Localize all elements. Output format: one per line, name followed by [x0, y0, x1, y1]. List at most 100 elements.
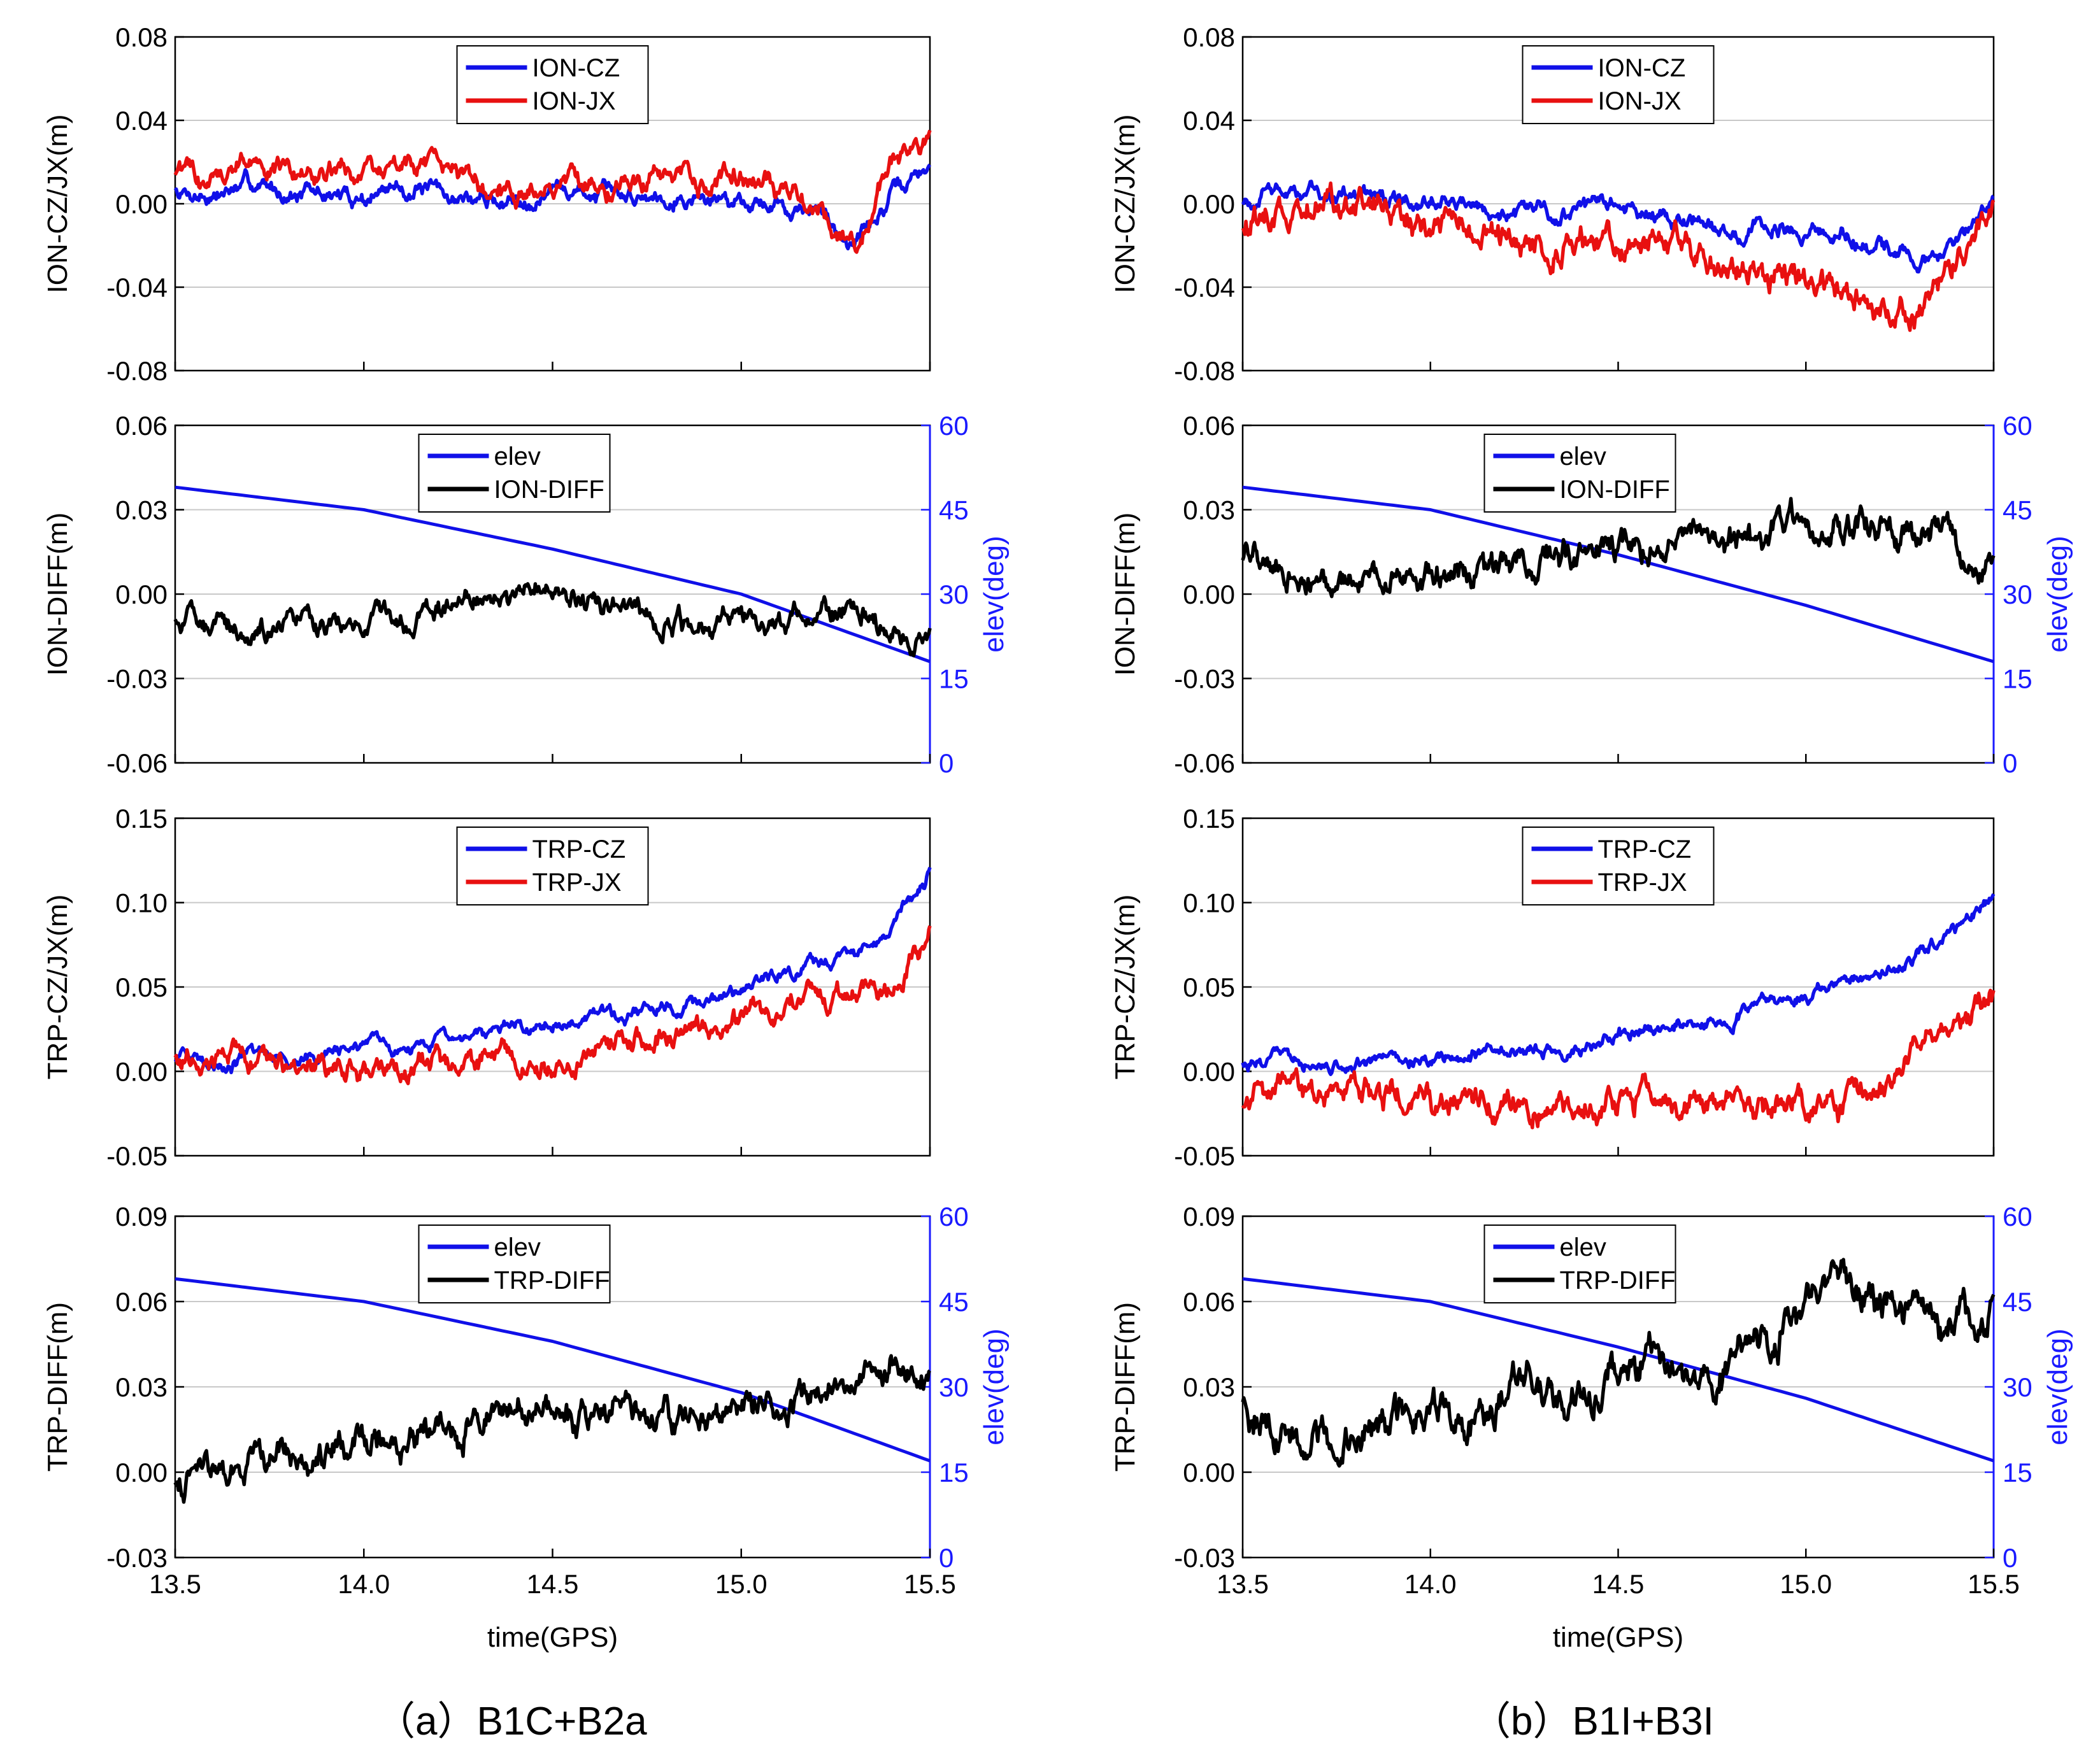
x-tick-label: 14.0: [338, 1569, 390, 1599]
y2-axis-label: elev(deg): [2042, 1328, 2073, 1445]
series-line-trp-diff: [173, 1354, 931, 1504]
legend-box: [1483, 1224, 1676, 1303]
y2-tick-label: 15: [939, 664, 969, 694]
series-line-ion-diff: [173, 582, 932, 658]
y-tick-label: 0.04: [115, 106, 168, 136]
legend-label: ION-JX: [532, 87, 616, 115]
legend-label: elev: [1560, 443, 1606, 471]
x-axis-label: time(GPS): [487, 1622, 618, 1653]
legend-box: [1522, 45, 1715, 124]
caption-a: （a）B1C+B2a: [376, 1700, 647, 1743]
y-axis-label: TRP-CZ/JX(m): [42, 895, 73, 1080]
legend: elev ION-DIFF: [418, 434, 611, 513]
legend-box: [456, 45, 649, 124]
y-tick-label: -0.03: [106, 664, 168, 694]
y-tick-label: 0.10: [115, 888, 168, 918]
y2-tick-label: 15: [939, 1458, 969, 1487]
legend-label: ION-JX: [1598, 87, 1682, 115]
y-tick-label: -0.03: [1174, 1543, 1235, 1573]
legend-label: TRP-DIFF: [494, 1267, 610, 1295]
y-tick-label: 0.00: [115, 579, 168, 609]
x-tick-label: 15.5: [904, 1569, 956, 1599]
y-tick-label: -0.04: [1174, 273, 1235, 302]
y-axis-label: ION-CZ/JX(m): [1110, 114, 1141, 293]
legend-label: TRP-JX: [532, 869, 622, 897]
y-tick-label: -0.05: [1174, 1141, 1235, 1171]
legend-label: ION-DIFF: [494, 476, 604, 504]
y-tick-label: -0.06: [106, 748, 168, 778]
series-line-elev: [175, 485, 931, 664]
legend: elev ION-DIFF: [1483, 434, 1676, 513]
y2-tick-label: 45: [939, 495, 969, 525]
y-tick-label: 0.08: [115, 22, 168, 52]
y2-tick-label: 30: [2003, 579, 2032, 609]
x-tick-label: 15.5: [1968, 1569, 2020, 1599]
y2-tick-label: 60: [939, 411, 969, 441]
caption-b: （b）B1I+B3I: [1471, 1700, 1714, 1743]
chart-panel-b2: -0.06 -0.03 0.00 0.03 0.06 ION-DIFF(m) 0 15 30 45…: [1110, 411, 2073, 778]
y2-axis-label: elev(deg): [2042, 536, 2073, 652]
legend-label: TRP-JX: [1598, 869, 1687, 897]
y2-tick-label: 15: [2003, 1458, 2032, 1487]
x-tick-label: 14.5: [1592, 1569, 1645, 1599]
y-tick-label: 0.09: [115, 1202, 168, 1231]
y-tick-label: -0.08: [1174, 356, 1235, 386]
legend-box: [456, 827, 649, 905]
legend-label: ION-DIFF: [1560, 476, 1670, 504]
y-tick-label: -0.03: [1174, 664, 1235, 694]
series-line-ion-jx: [1241, 181, 1996, 332]
series-line-ion-cz: [1241, 180, 1995, 274]
y2-tick-label: 15: [2003, 664, 2032, 694]
legend-box: [1483, 434, 1676, 513]
y-tick-label: 0.00: [1183, 1057, 1235, 1087]
y-tick-label: 0.03: [115, 1372, 168, 1402]
y2-tick-label: 0: [2003, 1543, 2017, 1573]
y-tick-label: 0.15: [1183, 804, 1235, 834]
x-tick-label: 14.5: [527, 1569, 579, 1599]
y-axis-label: TRP-DIFF(m): [1110, 1302, 1141, 1472]
legend-label: ION-CZ: [532, 54, 620, 82]
legend: ION-CZ ION-JX: [1522, 45, 1715, 124]
y-tick-label: 0.05: [115, 972, 168, 1002]
y-tick-label: 0.00: [1183, 579, 1235, 609]
series-line-elev: [1242, 485, 1994, 664]
y-tick-label: -0.05: [106, 1141, 168, 1171]
series-line-trp-jx: [1241, 988, 1996, 1130]
x-tick-label: 15.0: [1780, 1569, 1832, 1599]
y-tick-label: 0.00: [1183, 189, 1235, 219]
legend-box: [418, 1224, 611, 1303]
series-line-trp-cz: [1241, 893, 1996, 1076]
chart-panel-a1: -0.08 -0.04 0.00 0.04 0.08 ION-CZ/JX(m) ION-CZ…: [42, 22, 932, 386]
y-tick-label: 0.03: [1183, 495, 1235, 525]
chart-panel-a4: -0.03 0.00 0.03 0.06 0.09 13.5 14.0 14.5 15.0 15.…: [42, 1202, 1010, 1653]
y-tick-label: 0.09: [1183, 1202, 1235, 1231]
y2-axis-label: elev(deg): [978, 1328, 1010, 1445]
legend-box: [1522, 827, 1715, 905]
y2-tick-label: 0: [939, 748, 954, 778]
y-tick-label: 0.06: [115, 411, 168, 441]
legend-label: elev: [494, 1233, 541, 1261]
y-tick-label: 0.00: [115, 189, 168, 219]
y2-tick-label: 60: [2003, 411, 2032, 441]
y-axis-label: TRP-DIFF(m): [42, 1302, 73, 1472]
y2-tick-label: 60: [939, 1202, 969, 1231]
y-tick-label: -0.08: [106, 356, 168, 386]
legend-label: TRP-DIFF: [1560, 1267, 1676, 1295]
chart-panel-b3: -0.050.000.050.100.15TRP-CZ/JX(m)TRP-CZT…: [1110, 804, 1996, 1171]
chart-panel-b1: -0.08 -0.04 0.00 0.04 0.08 ION-CZ/JX(m) ION-CZ…: [1110, 22, 1996, 386]
y-tick-label: 0.03: [1183, 1372, 1235, 1402]
y2-tick-label: 30: [939, 579, 969, 609]
series-line-trp-jx: [173, 925, 932, 1086]
legend: TRP-CZ TRP-JX: [456, 827, 649, 905]
chart-panel-a3: -0.050.000.050.100.15TRP-CZ/JX(m)TRP-CZT…: [42, 804, 932, 1171]
y-axis-label: ION-CZ/JX(m): [42, 114, 73, 293]
y2-tick-label: 30: [2003, 1372, 2032, 1402]
y2-tick-label: 60: [2003, 1202, 2032, 1231]
y2-axis-label: elev(deg): [978, 536, 1010, 652]
legend-label: elev: [494, 443, 541, 471]
y2-tick-label: 0: [939, 1543, 954, 1573]
y-tick-label: -0.03: [106, 1543, 168, 1573]
y-tick-label: 0.10: [1183, 888, 1235, 918]
y-tick-label: 0.08: [1183, 22, 1235, 52]
y2-tick-label: 0: [2003, 748, 2017, 778]
